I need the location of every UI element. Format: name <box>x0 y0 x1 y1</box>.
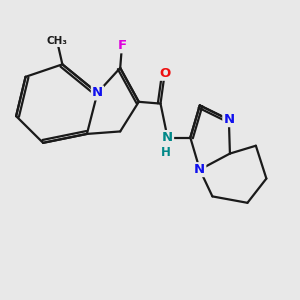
Text: N: N <box>223 113 234 126</box>
Text: N: N <box>162 131 173 144</box>
Text: N: N <box>194 163 205 176</box>
Text: N: N <box>92 86 103 99</box>
Text: O: O <box>159 67 170 80</box>
Text: H: H <box>161 146 171 159</box>
Text: CH₃: CH₃ <box>46 36 68 46</box>
Text: F: F <box>117 39 127 52</box>
